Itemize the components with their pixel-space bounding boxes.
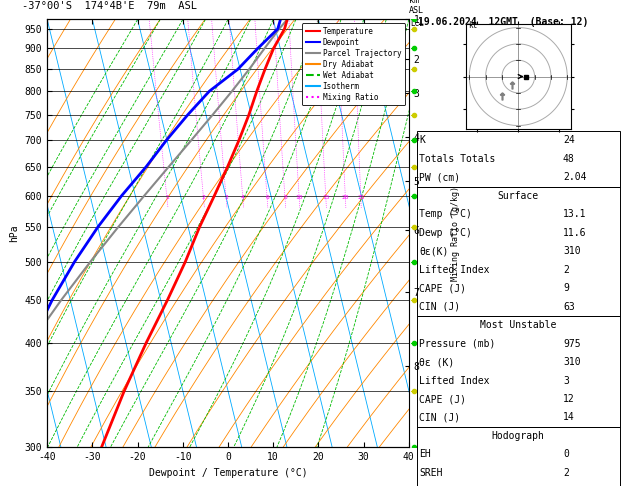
Text: CAPE (J): CAPE (J) (419, 283, 466, 293)
Text: 3: 3 (563, 376, 569, 385)
Text: 1: 1 (165, 195, 169, 200)
Text: 63: 63 (563, 302, 575, 312)
Text: K: K (419, 136, 425, 145)
Text: 0: 0 (563, 450, 569, 459)
Text: Most Unstable: Most Unstable (480, 320, 557, 330)
Text: 19.06.2024  12GMT  (Base: 12): 19.06.2024 12GMT (Base: 12) (418, 17, 589, 27)
X-axis label: Dewpoint / Temperature (°C): Dewpoint / Temperature (°C) (148, 468, 308, 478)
Text: Lifted Index: Lifted Index (419, 376, 489, 385)
Text: 20: 20 (342, 195, 349, 200)
Text: 2: 2 (563, 468, 569, 478)
Text: 2.04: 2.04 (563, 173, 586, 182)
Text: 2: 2 (563, 265, 569, 275)
Text: 8: 8 (283, 195, 287, 200)
Legend: Temperature, Dewpoint, Parcel Trajectory, Dry Adiabat, Wet Adiabat, Isotherm, Mi: Temperature, Dewpoint, Parcel Trajectory… (302, 23, 405, 105)
Text: CIN (J): CIN (J) (419, 413, 460, 422)
Text: SREH: SREH (419, 468, 442, 478)
Text: 310: 310 (563, 246, 581, 256)
Text: 3: 3 (225, 195, 228, 200)
Text: 25: 25 (357, 195, 365, 200)
Text: Pressure (mb): Pressure (mb) (419, 339, 495, 348)
Text: Dewp (°C): Dewp (°C) (419, 228, 472, 238)
Text: 24: 24 (563, 136, 575, 145)
Text: kt: kt (468, 20, 477, 30)
Text: CAPE (J): CAPE (J) (419, 394, 466, 404)
Text: Mixing Ratio (g/kg): Mixing Ratio (g/kg) (452, 186, 460, 281)
Text: EH: EH (419, 450, 431, 459)
Text: Temp (°C): Temp (°C) (419, 209, 472, 219)
Text: km
ASL: km ASL (409, 0, 424, 15)
Text: Lifted Index: Lifted Index (419, 265, 489, 275)
Text: 9: 9 (563, 283, 569, 293)
Text: Totals Totals: Totals Totals (419, 154, 495, 164)
Text: θε (K): θε (K) (419, 357, 454, 367)
Y-axis label: hPa: hPa (9, 225, 19, 242)
Text: 10: 10 (296, 195, 303, 200)
Text: 11.6: 11.6 (563, 228, 586, 238)
Text: 15: 15 (322, 195, 330, 200)
Text: 975: 975 (563, 339, 581, 348)
Text: 6: 6 (265, 195, 269, 200)
Text: θε(K): θε(K) (419, 246, 448, 256)
Text: 12: 12 (563, 394, 575, 404)
Text: LCL: LCL (411, 19, 425, 29)
Text: PW (cm): PW (cm) (419, 173, 460, 182)
Text: 4: 4 (241, 195, 245, 200)
Text: 14: 14 (563, 413, 575, 422)
Text: 310: 310 (563, 357, 581, 367)
Text: -37°00'S  174°4B'E  79m  ASL: -37°00'S 174°4B'E 79m ASL (22, 1, 197, 11)
Text: 2: 2 (202, 195, 206, 200)
Text: Hodograph: Hodograph (492, 431, 545, 441)
Text: CIN (J): CIN (J) (419, 302, 460, 312)
Text: 48: 48 (563, 154, 575, 164)
Text: Surface: Surface (498, 191, 539, 201)
Text: 13.1: 13.1 (563, 209, 586, 219)
